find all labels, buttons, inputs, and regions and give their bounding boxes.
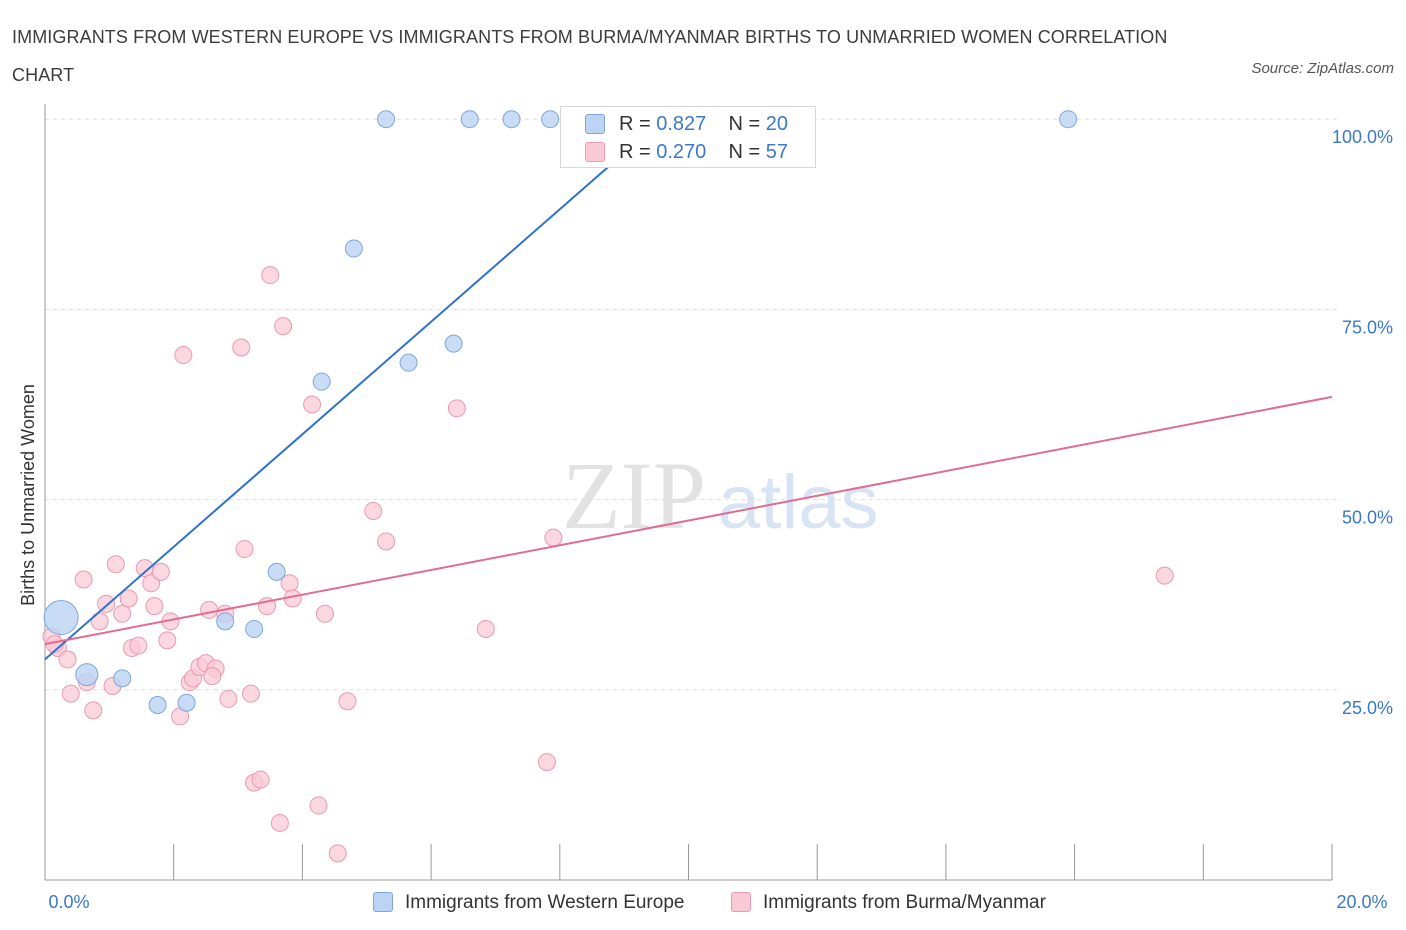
data-point-burma-myanmar [241,684,260,703]
y-axis-tick-labels: 25.0% 50.0% 75.0% 100.0% [1332,127,1393,718]
data-point-burma-myanmar [309,796,328,815]
data-point-burma-myanmar [476,619,495,638]
data-point-burma-myanmar [232,338,251,357]
trend-line-burma-myanmar [44,395,1333,646]
correlation-stats-box: R = 0.827 N = 20 R = 0.270 N = 57 [560,106,816,168]
legend-label-western-europe: Immigrants from Western Europe [405,892,685,913]
data-point-western-europe [148,696,167,715]
data-point-burma-myanmar [203,667,222,686]
stats-n-label: N = [728,113,766,135]
data-point-western-europe [245,619,264,638]
data-point-burma-myanmar [270,813,289,832]
data-point-burma-myanmar [129,636,148,655]
data-point-western-europe [267,562,286,581]
data-point-western-europe [460,110,479,129]
stats-swatch-blue [585,114,605,134]
x-tick-label: 20.0% [1336,892,1387,912]
data-point-western-europe [177,693,196,712]
data-point-western-europe [399,353,418,372]
data-point-burma-myanmar [1155,566,1174,585]
stats-r-label: R = [619,141,657,163]
x-axis-tick-labels: 0.0% 20.0% [48,892,1387,912]
data-point-western-europe [312,372,331,391]
data-point-burma-myanmar [84,701,103,720]
stats-r-label: R = [619,113,657,135]
trend-lines [44,118,1333,661]
data-point-burma-myanmar [97,594,116,613]
data-point-burma-myanmar [303,395,322,414]
stats-n-value-pink: 57 [765,141,789,163]
data-point-burma-myanmar [74,570,93,589]
data-point-burma-myanmar [274,317,293,336]
data-point-western-europe [75,663,99,687]
watermark-atlas: atlas [718,460,879,545]
data-point-western-europe [541,110,560,129]
series-western-europe-points [43,110,1078,715]
legend-label-burma-myanmar: Immigrants from Burma/Myanmar [763,892,1046,913]
y-tick-label: 50.0% [1342,508,1393,528]
stats-n-value-blue: 20 [765,113,789,135]
data-point-burma-myanmar [106,555,125,574]
data-point-burma-myanmar [537,753,556,772]
data-point-western-europe [344,239,363,258]
chart-title: IMMIGRANTS FROM WESTERN EUROPE VS IMMIGR… [12,27,1168,85]
watermark: ZIP atlas [562,442,879,549]
data-point-burma-myanmar [113,604,132,623]
data-point-burma-myanmar [251,770,270,789]
watermark-zip: ZIP [562,442,706,549]
data-point-burma-myanmar [377,532,396,551]
stats-r-value-pink: 0.270 [656,141,707,163]
data-point-burma-myanmar [338,692,357,711]
data-point-burma-myanmar [447,399,466,418]
gridlines [45,118,1340,691]
source-credit: Source: ZipAtlas.com [1251,60,1394,77]
y-tick-label: 25.0% [1342,698,1393,718]
data-point-burma-myanmar [58,650,77,669]
data-point-western-europe [377,110,396,129]
y-axis-label: Births to Unmarried Women [18,384,38,606]
data-point-burma-myanmar [174,346,193,365]
trend-line-western-europe [44,118,664,661]
data-point-burma-myanmar [90,612,109,631]
legend-swatch-blue [373,892,393,912]
legend-swatch-pink [731,892,751,912]
data-point-burma-myanmar [158,631,177,650]
data-point-burma-myanmar [235,540,254,559]
stats-r-value-blue: 0.827 [656,113,707,135]
data-point-western-europe [502,110,521,129]
data-point-burma-myanmar [544,528,563,547]
data-point-burma-myanmar [151,562,170,581]
data-point-burma-myanmar [200,600,219,619]
data-point-burma-myanmar [61,684,80,703]
data-point-western-europe [113,669,132,688]
data-point-western-europe [1059,110,1078,129]
data-point-burma-myanmar [328,844,347,863]
y-tick-label: 100.0% [1332,127,1393,147]
data-point-western-europe [43,600,79,636]
data-point-western-europe [444,334,463,353]
data-point-burma-myanmar [219,689,238,708]
x-tick-label: 0.0% [48,892,89,912]
data-point-burma-myanmar [145,597,164,616]
data-point-burma-myanmar [364,502,383,521]
data-point-burma-myanmar [261,266,280,285]
data-point-burma-myanmar [119,589,138,608]
data-point-western-europe [216,612,235,631]
data-point-burma-myanmar [315,604,334,623]
stats-swatch-pink [585,142,605,162]
x-axis-ticks [44,844,1333,880]
y-tick-label: 75.0% [1342,317,1393,337]
stats-n-label: N = [728,141,766,163]
